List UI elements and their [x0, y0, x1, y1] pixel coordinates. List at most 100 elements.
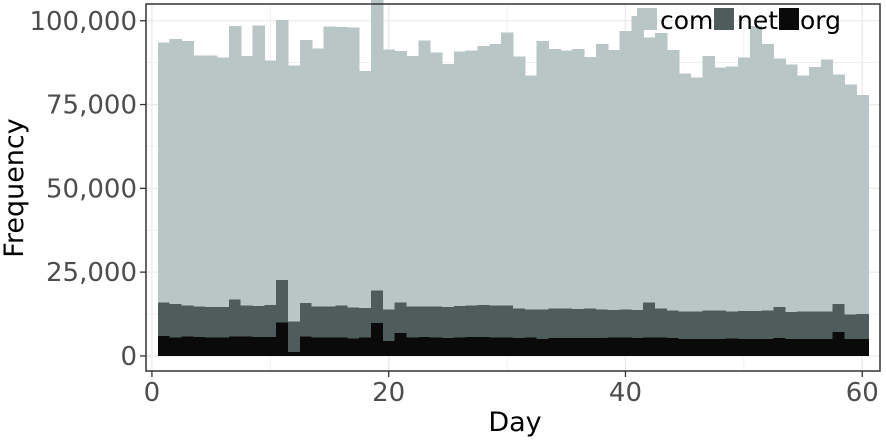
bar-org-day-16: [335, 337, 348, 356]
bar-org-day-31: [513, 337, 526, 356]
legend-key-com: [637, 8, 657, 30]
bar-com-day-45: [678, 73, 692, 312]
y-tick-label: 0: [120, 342, 137, 372]
bar-com-day-36: [572, 49, 585, 309]
bar-com-day-13: [299, 39, 313, 303]
bar-org-day-44: [666, 338, 680, 356]
bar-com-day-44: [666, 49, 680, 311]
y-tick-label: 100,000: [29, 7, 137, 37]
bar-org-day-56: [808, 339, 822, 356]
y-tick-label: 25,000: [46, 258, 137, 288]
bar-org-day-57: [820, 338, 834, 356]
bar-net-day-16: [335, 305, 348, 338]
bar-com-day-53: [773, 58, 786, 307]
bar-com-day-11: [276, 20, 289, 280]
bar-org-day-59: [844, 339, 857, 356]
bar-net-day-55: [797, 311, 810, 340]
bar-net-day-45: [678, 311, 692, 340]
bar-net-day-12: [288, 321, 301, 352]
x-tick-label: 60: [846, 378, 879, 408]
bar-com-day-52: [761, 43, 775, 311]
bar-net-day-48: [714, 310, 727, 339]
bar-net-day-28: [477, 304, 490, 338]
bar-net-day-37: [584, 308, 597, 339]
bar-com-day-28: [477, 45, 490, 305]
bar-net-day-60: [856, 314, 869, 340]
bar-org-day-8: [240, 336, 254, 356]
bar-com-day-30: [501, 32, 514, 306]
bar-org-day-12: [288, 351, 301, 356]
bar-com-day-2: [169, 39, 183, 304]
bar-org-day-9: [252, 336, 265, 356]
bar-org-day-7: [228, 336, 242, 356]
legend-label-net: net: [737, 6, 778, 35]
legend-key-net: [714, 8, 734, 30]
bar-com-day-46: [690, 77, 704, 312]
bar-com-day-1: [157, 42, 171, 303]
bar-com-day-41: [631, 16, 644, 311]
bar-org-day-40: [619, 337, 632, 356]
bar-com-day-58: [832, 74, 846, 304]
bar-net-day-10: [264, 304, 277, 338]
bar-com-day-22: [406, 55, 419, 307]
bar-net-day-3: [181, 305, 194, 337]
bar-org-day-5: [205, 337, 218, 356]
bar-com-day-23: [418, 40, 431, 307]
bar-org-day-4: [193, 337, 206, 356]
bar-org-day-21: [394, 333, 408, 356]
bar-org-day-54: [785, 339, 798, 356]
bar-org-day-23: [418, 337, 431, 356]
bar-com-day-31: [513, 56, 526, 309]
bar-com-day-8: [240, 55, 254, 306]
bar-org-day-18: [359, 337, 372, 356]
bar-net-day-51: [749, 311, 763, 340]
panel-border: [145, 3, 881, 372]
bar-com-day-55: [797, 75, 810, 312]
legend-label-com: com: [660, 6, 713, 35]
bar-net-day-5: [205, 306, 218, 338]
bar-org-day-41: [631, 338, 644, 356]
bar-net-day-27: [465, 305, 479, 337]
bar-org-day-13: [299, 336, 313, 356]
bar-org-day-55: [797, 339, 810, 356]
bar-net-day-26: [453, 305, 467, 338]
bar-com-day-4: [193, 55, 206, 307]
bar-org-day-22: [406, 337, 419, 356]
bar-org-day-53: [773, 338, 786, 356]
bar-net-day-22: [406, 306, 419, 338]
bar-net-day-14: [311, 306, 325, 338]
bar-net-day-42: [643, 302, 656, 338]
bar-com-day-32: [524, 75, 538, 310]
bar-net-day-36: [572, 308, 585, 339]
bar-org-day-52: [761, 339, 775, 356]
bar-org-day-35: [560, 337, 573, 356]
x-tick-label: 40: [609, 378, 642, 408]
bar-com-day-17: [347, 27, 360, 308]
bar-net-day-59: [844, 314, 857, 340]
bar-org-day-20: [382, 340, 396, 356]
bars-layer: [157, 0, 869, 356]
bar-com-day-39: [607, 49, 621, 311]
bar-org-day-45: [678, 339, 692, 356]
y-tick-label: 50,000: [46, 174, 137, 204]
bar-com-day-42: [643, 37, 656, 303]
bar-com-day-60: [856, 95, 869, 315]
bar-org-day-48: [714, 338, 727, 356]
bar-org-day-10: [264, 337, 277, 356]
bar-net-day-49: [726, 311, 739, 339]
bar-com-day-35: [560, 50, 573, 309]
bar-net-day-32: [524, 309, 538, 338]
bar-com-day-10: [264, 60, 277, 305]
bar-net-day-24: [430, 306, 443, 338]
bar-com-day-33: [536, 40, 550, 310]
bar-net-day-52: [761, 310, 775, 340]
bar-net-day-1: [157, 302, 171, 336]
bar-org-day-15: [323, 337, 337, 356]
legend-label-org: org: [800, 6, 841, 35]
bar-com-day-29: [489, 44, 502, 306]
bar-org-day-60: [856, 339, 869, 356]
bar-net-day-18: [359, 307, 372, 338]
bar-net-day-50: [737, 311, 751, 339]
bar-org-day-39: [607, 337, 621, 356]
